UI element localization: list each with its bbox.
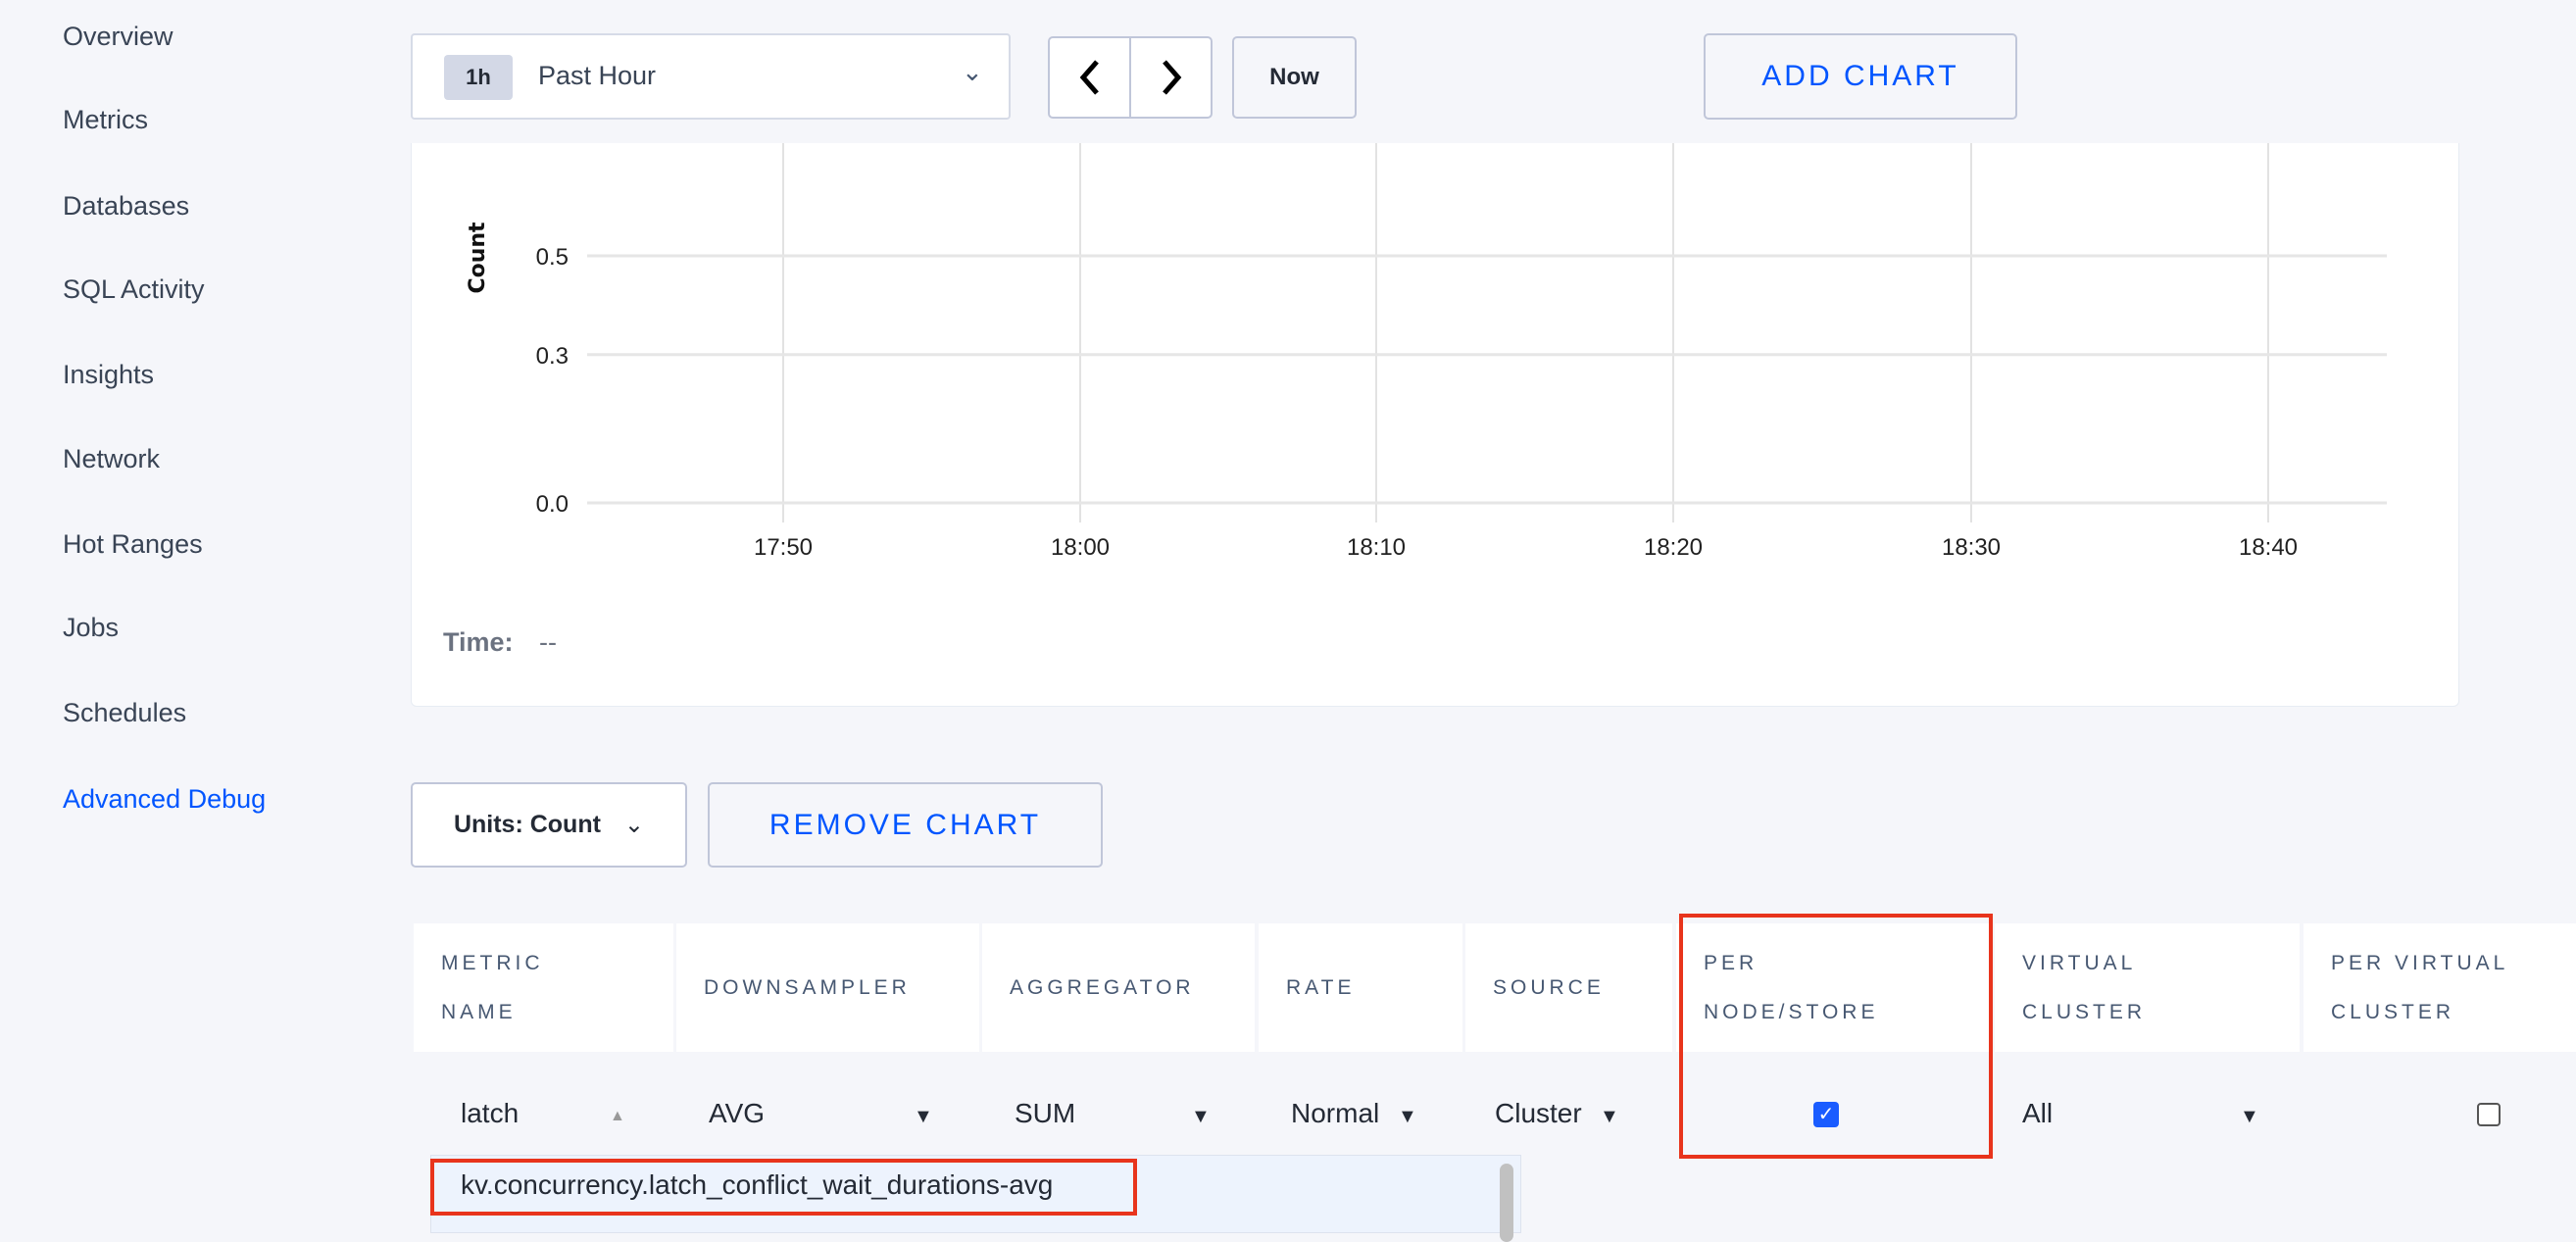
sidebar-item-jobs[interactable]: Jobs: [63, 613, 120, 642]
sidebar-item-advanced-debug[interactable]: Advanced Debug: [63, 784, 267, 814]
header-rate: RATE: [1259, 923, 1462, 1052]
next-range-button[interactable]: [1129, 36, 1213, 119]
rate-select[interactable]: Normal: [1291, 1098, 1380, 1128]
units-label: Units: Count: [453, 811, 601, 838]
chart: 17:50 18:00 18:10 18:20 18:30 18:40 0.5 0.3 0.0 C…: [466, 143, 2387, 561]
downsampler-select[interactable]: AVG: [709, 1098, 766, 1128]
chart-panel: 17:50 18:00 18:10 18:20 18:30 18:40 0.5 0.3 0.0 C…: [411, 143, 2459, 707]
x-tick-label: 17:50: [754, 534, 813, 561]
caret-down-icon: ▼: [1191, 1106, 1211, 1127]
chevron-down-icon: ⌄: [962, 57, 983, 86]
sidebar-item-insights[interactable]: Insights: [63, 360, 155, 389]
time-range-label: Past Hour: [538, 61, 657, 90]
caret-up-icon: ▲: [610, 1108, 625, 1124]
header-virtual-cluster: VIRTUAL CLUSTER: [1995, 923, 2300, 1052]
previous-range-button[interactable]: [1048, 36, 1131, 119]
now-button[interactable]: Now: [1232, 36, 1357, 119]
chevron-right-icon: [1162, 60, 1181, 95]
scrollbar[interactable]: [1500, 1164, 1513, 1242]
x-tick-label: 18:40: [2239, 534, 2298, 561]
virtual-cluster-select[interactable]: All: [2022, 1098, 2054, 1128]
metric-option[interactable]: kv.concurrency.latch_conflict_wait_durat…: [461, 1169, 1054, 1200]
y-tick-label: 0.5: [536, 244, 569, 271]
chevron-left-icon: [1079, 60, 1099, 95]
x-tick-label: 18:20: [1644, 534, 1703, 561]
header-source: SOURCE: [1465, 923, 1672, 1052]
y-tick-label: 0.3: [536, 343, 569, 370]
header-metric-name: METRIC NAME: [414, 923, 673, 1052]
per-node-store-checkbox[interactable]: ✓: [1813, 1102, 1839, 1127]
sidebar-item-hot-ranges[interactable]: Hot Ranges: [63, 529, 203, 559]
x-tick-label: 18:00: [1051, 534, 1110, 561]
header-per-node-store: PER NODE/STORE: [1676, 923, 1991, 1052]
header-aggregator: AGGREGATOR: [982, 923, 1255, 1052]
sidebar-item-schedules[interactable]: Schedules: [63, 698, 187, 727]
time-badge: 1h: [444, 55, 513, 100]
header-downsampler: DOWNSAMPLER: [676, 923, 979, 1052]
caret-down-icon: ▼: [1398, 1106, 1417, 1127]
add-chart-button[interactable]: ADD CHART: [1704, 33, 2017, 120]
x-tick-label: 18:10: [1347, 534, 1406, 561]
time-range-select[interactable]: 1h Past Hour ⌄: [411, 33, 1011, 120]
remove-chart-button[interactable]: REMOVE CHART: [708, 782, 1103, 868]
caret-down-icon: ▼: [914, 1106, 933, 1127]
caret-down-icon: ▼: [2240, 1106, 2259, 1127]
header-per-virtual-cluster: PER VIRTUAL CLUSTER: [2304, 923, 2576, 1052]
units-dropdown[interactable]: Units: Count ⌄: [411, 782, 687, 868]
highlight-box-per-node-store: [1679, 914, 1993, 1159]
time-label: Time:: [443, 627, 514, 657]
metric-dropdown: kv.concurrency.latch_conflict_wait_durat…: [430, 1155, 1521, 1242]
sidebar-item-sql-activity[interactable]: SQL Activity: [63, 274, 205, 304]
time-value: --: [539, 627, 557, 657]
metric-name-input[interactable]: latch: [461, 1098, 520, 1128]
sidebar-item-overview[interactable]: Overview: [63, 22, 173, 51]
x-tick-label: 18:30: [1942, 534, 2001, 561]
source-select[interactable]: Cluster: [1495, 1098, 1582, 1128]
sidebar-item-databases[interactable]: Databases: [63, 191, 190, 221]
sidebar-item-metrics[interactable]: Metrics: [63, 105, 148, 134]
aggregator-select[interactable]: SUM: [1015, 1098, 1076, 1128]
y-axis-label: Count: [466, 222, 490, 294]
y-tick-label: 0.0: [536, 491, 569, 518]
caret-down-icon: ▼: [1600, 1106, 1619, 1127]
highlight-box-metric-option: [430, 1159, 1137, 1216]
chevron-down-icon: ⌄: [623, 812, 645, 838]
per-virtual-cluster-checkbox[interactable]: [2477, 1103, 2501, 1126]
sidebar-item-network[interactable]: Network: [63, 444, 161, 473]
